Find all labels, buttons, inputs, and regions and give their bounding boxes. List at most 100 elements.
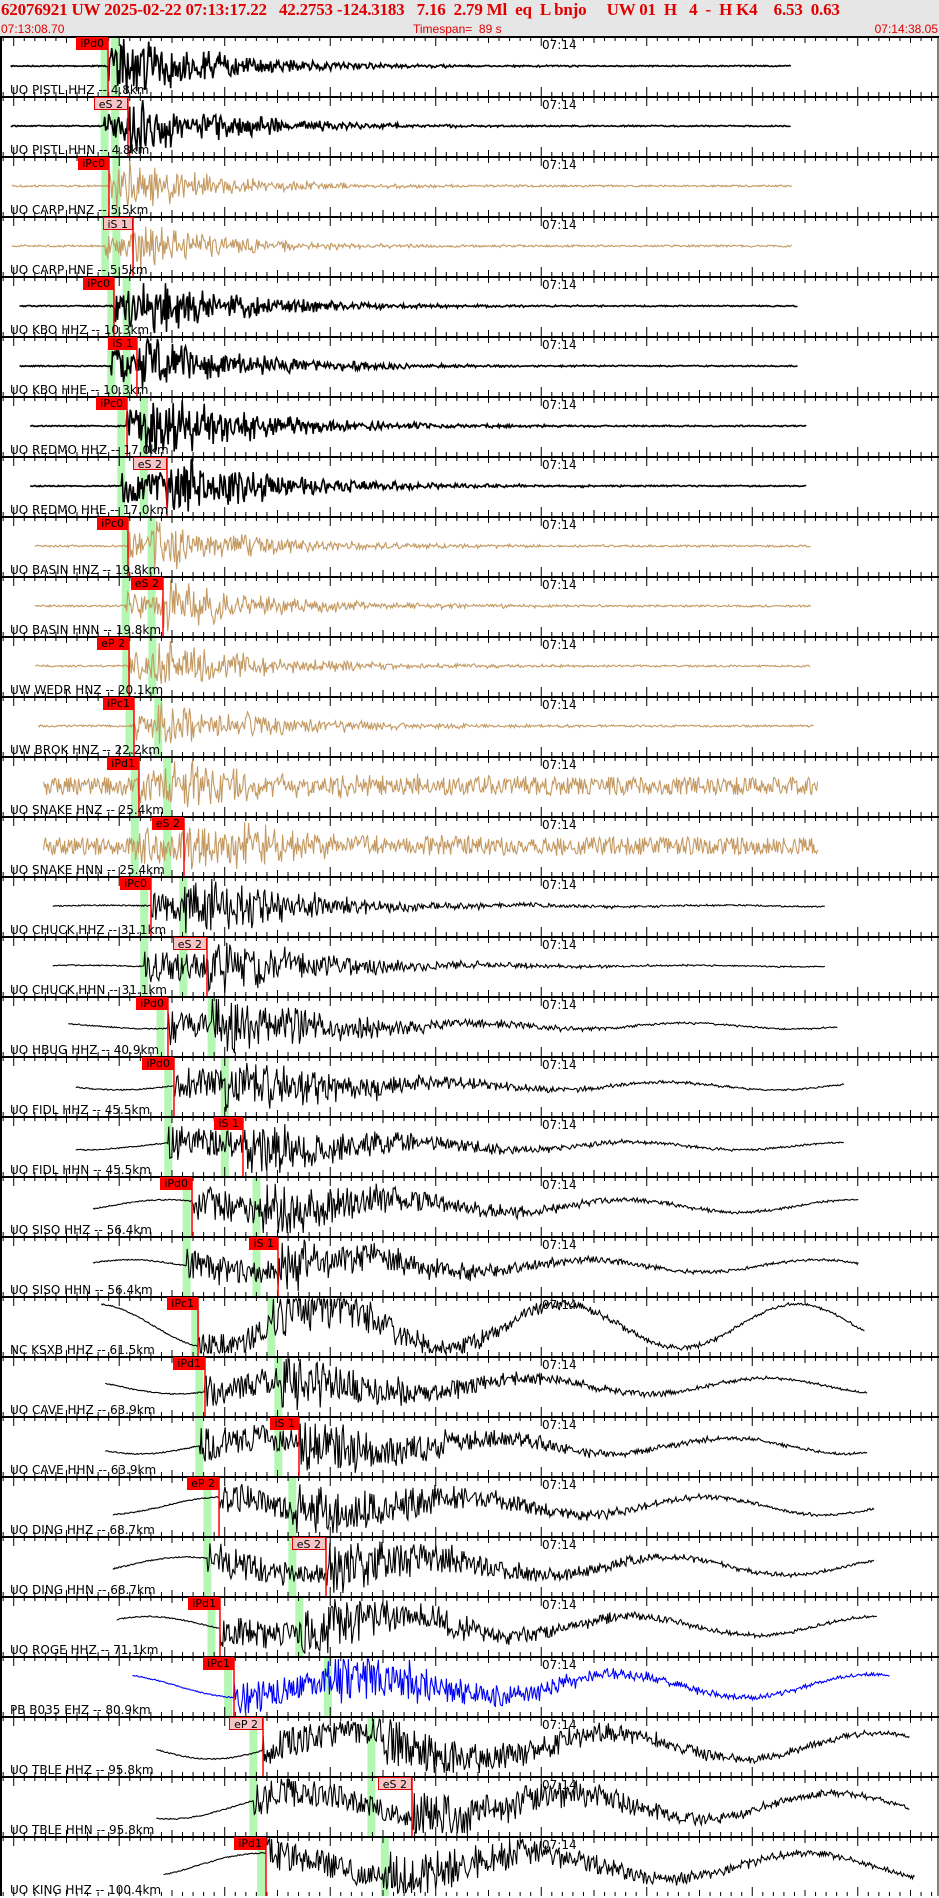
- trace-panel[interactable]: UO CAVE HHN -- 63.9km 07:14 iS 1: [0, 1416, 939, 1477]
- trace-panel[interactable]: UO DING HHN -- 68.7km 07:14 eS 2: [0, 1536, 939, 1597]
- pick-marker[interactable]: eS 2: [291, 1537, 327, 1551]
- theoretical-s-band: [147, 516, 156, 576]
- waveform: [112, 1484, 875, 1534]
- minute-marker: 07:14: [542, 338, 577, 352]
- waveform: [29, 457, 807, 512]
- pick-marker[interactable]: iPc0: [78, 157, 109, 170]
- trace-panel[interactable]: UO BASIN HNN -- 19.8km 07:14 eS 2: [0, 576, 939, 637]
- pick-marker[interactable]: iPd0: [76, 37, 109, 50]
- minute-marker: 07:14: [542, 158, 577, 172]
- pick-marker[interactable]: iPd1: [107, 757, 139, 770]
- pick-marker[interactable]: eP 2: [187, 1477, 220, 1490]
- trace-canvas: [0, 276, 939, 336]
- channel-label: UO FIDL HHZ -- 45.5km: [10, 1103, 151, 1117]
- pick-marker[interactable]: eS 2: [130, 577, 164, 590]
- pick-marker[interactable]: iS 1: [102, 217, 134, 231]
- channel-label: UO REDMO HHE -- 17.0km: [10, 503, 169, 517]
- minute-marker: 07:14: [542, 1238, 577, 1252]
- pick-marker[interactable]: iPd0: [136, 997, 168, 1010]
- trace-panel[interactable]: UO PISTL HHN -- 4.8km 07:14 eS 2: [0, 96, 939, 157]
- theoretical-p-band: [182, 1176, 191, 1236]
- pick-marker[interactable]: eS 2: [132, 457, 168, 471]
- trace-panel[interactable]: UO HBUG HHZ -- 40.9km 07:14 iPd0: [0, 996, 939, 1057]
- pick-marker[interactable]: eS 2: [93, 97, 128, 111]
- trace-canvas: [0, 216, 939, 276]
- trace-panel[interactable]: UO DING HHZ -- 68.7km 07:14 eP 2: [0, 1476, 939, 1537]
- minute-marker: 07:14: [542, 1118, 577, 1132]
- trace-panel[interactable]: UO KBO HHZ -- 10.3km 07:14 iPc0: [0, 276, 939, 337]
- pick-marker[interactable]: iPd0: [160, 1177, 193, 1190]
- pick-marker[interactable]: iPc1: [167, 1297, 199, 1310]
- pick-marker[interactable]: iS 1: [214, 1117, 243, 1130]
- channel-label: UO KBO HHE -- 10.3km: [10, 383, 149, 397]
- trace-panel[interactable]: UO CHUCK HHZ -- 31.1km 07:14 iPc0: [0, 876, 939, 937]
- trace-canvas: [0, 1116, 939, 1176]
- trace-canvas: [0, 36, 939, 96]
- pick-marker[interactable]: iPc0: [97, 517, 128, 530]
- trace-canvas: [0, 396, 939, 456]
- trace-panel[interactable]: UO SISO HHN -- 56.4km 07:14 iS 1: [0, 1236, 939, 1297]
- minute-marker: 07:14: [542, 518, 577, 532]
- trace-panel[interactable]: UO PISTL HHZ -- 4.8km 07:14 iPd0: [0, 36, 939, 97]
- waveform: [19, 283, 798, 334]
- trace-panel[interactable]: NC KSXB HHZ -- 61.5km 07:14 iPc1: [0, 1296, 939, 1357]
- minute-marker: 07:14: [542, 998, 577, 1012]
- minute-marker: 07:14: [542, 698, 577, 712]
- trace-panel[interactable]: UO KBO HHE -- 10.3km 07:14 iS 1: [0, 336, 939, 397]
- waveform: [19, 336, 798, 388]
- trace-panel[interactable]: UW WEDR HNZ -- 20.1km 07:14 eP 2: [0, 636, 939, 697]
- waveform: [92, 1239, 859, 1292]
- theoretical-s-band: [207, 996, 216, 1056]
- pick-marker[interactable]: iPc0: [120, 877, 151, 890]
- trace-panel[interactable]: UO BASIN HNZ -- 19.8km 07:14 iPc0: [0, 516, 939, 577]
- pick-marker[interactable]: iS 1: [270, 1417, 300, 1430]
- waveform: [68, 998, 838, 1054]
- trace-panel[interactable]: UO CHUCK HHN -- 31.1km 07:14 eS 2: [0, 936, 939, 997]
- minute-marker: 07:14: [542, 278, 577, 292]
- trace-panel[interactable]: UO FIDL HHZ -- 45.5km 07:14 iPd0: [0, 1056, 939, 1117]
- trace-panel[interactable]: UO REDMO HHZ -- 17.0km 07:14 iPc0: [0, 396, 939, 457]
- start-time: 07:13:08.70: [1, 22, 65, 36]
- channel-label: UO PISTL HHN -- 4.8km: [10, 143, 150, 157]
- waveform: [52, 878, 825, 934]
- minute-marker: 07:14: [542, 1538, 577, 1552]
- pick-marker[interactable]: eS 2: [172, 937, 208, 951]
- trace-panel[interactable]: UO REDMO HHE -- 17.0km 07:14 eS 2: [0, 456, 939, 517]
- theoretical-s-band: [220, 1116, 229, 1176]
- pick-marker[interactable]: iPc0: [96, 397, 128, 410]
- trace-panel[interactable]: UO SNAKE HNN -- 25.4km 07:14 eS 2: [0, 816, 939, 877]
- minute-marker: 07:14: [542, 758, 577, 772]
- pick-marker[interactable]: eP 2: [97, 637, 130, 650]
- channel-label: UO FIDL HHN -- 45.5km: [10, 1163, 151, 1177]
- minute-marker: 07:14: [542, 398, 577, 412]
- trace-panel[interactable]: UO SISO HHZ -- 56.4km 07:14 iPd0: [0, 1176, 939, 1237]
- pick-marker[interactable]: iPd0: [142, 1057, 174, 1070]
- minute-marker: 07:14: [542, 578, 577, 592]
- channel-label: UO CHUCK HHZ -- 31.1km: [10, 923, 167, 937]
- trace-panel[interactable]: UO FIDL HHN -- 45.5km 07:14 iS 1: [0, 1116, 939, 1177]
- pick-marker[interactable]: iPc1: [103, 697, 134, 710]
- waveform: [92, 1183, 859, 1234]
- theoretical-s-band: [112, 156, 121, 216]
- trace-canvas: [0, 1056, 939, 1116]
- trace-panel[interactable]: UW BROK HNZ -- 22.2km 07:14 iPc1: [0, 696, 939, 757]
- pick-marker[interactable]: eS 2: [151, 817, 185, 830]
- channel-label: NC KSXB HHZ -- 61.5km: [10, 1343, 155, 1357]
- waveform: [52, 942, 826, 993]
- theoretical-p-band: [100, 96, 109, 156]
- trace-canvas: [0, 636, 939, 696]
- trace-canvas: [0, 1176, 939, 1236]
- trace-panel[interactable]: UO CARP HNZ -- 5.5km 07:14 iPc0: [0, 156, 939, 217]
- trace-panel[interactable]: UO CAVE HHZ -- 63.9km 07:14 iPd1: [0, 1356, 939, 1417]
- trace-panel[interactable]: UO ROGE HHZ -- 71.1km 07:14 iPd1: [0, 1596, 939, 1657]
- pick-marker[interactable]: iS 1: [249, 1237, 279, 1250]
- trace-panel[interactable]: UO SNAKE HNZ -- 25.4km 07:14 iPd1: [0, 756, 939, 817]
- pick-marker[interactable]: iPd1: [173, 1357, 205, 1370]
- theoretical-s-band: [288, 1476, 297, 1536]
- trace-panel[interactable]: UO CARP HNE -- 5.5km 07:14 iS 1: [0, 216, 939, 277]
- channel-label: UO BASIN HNZ -- 19.8km: [10, 563, 161, 577]
- theoretical-s-band: [154, 696, 163, 756]
- pick-marker[interactable]: iPc0: [83, 277, 114, 290]
- pick-marker[interactable]: iS 1: [108, 337, 137, 350]
- theoretical-s-band: [274, 1416, 283, 1476]
